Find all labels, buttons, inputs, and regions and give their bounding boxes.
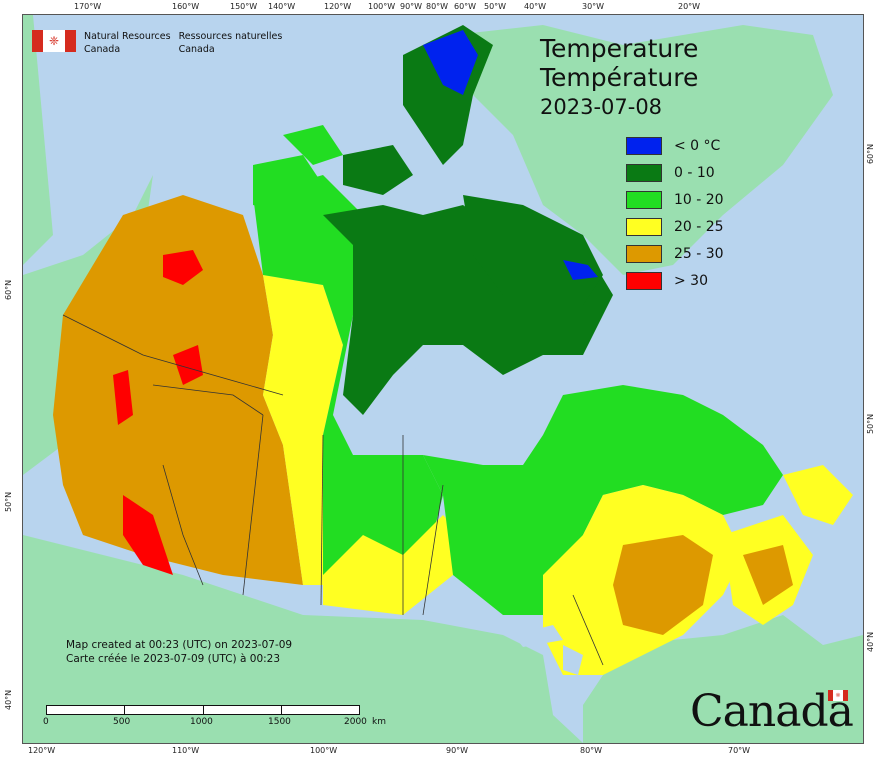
top-tick: 140°W	[268, 2, 296, 11]
right-tick: 50°N	[866, 413, 875, 434]
left-tick: 40°N	[4, 689, 13, 710]
arctic-island-victoria	[253, 155, 323, 215]
agency-signature: ❈ Natural Resources Canada Ressources na…	[32, 30, 282, 56]
lake-huron	[563, 645, 583, 675]
alaska-land-west	[23, 15, 53, 265]
scale-unit: km	[372, 717, 386, 727]
bottom-tick: 80°W	[580, 746, 603, 755]
agency-name-en: Natural Resources Canada	[84, 31, 171, 55]
legend-item: 10 - 20	[626, 189, 724, 211]
legend-item: > 30	[626, 270, 724, 292]
province-boundaries	[62, 314, 604, 666]
zone-maritimes-hot	[743, 545, 793, 605]
zone-central-mild	[253, 175, 443, 605]
creation-note-fr: Carte créée le 2023-07-09 (UTC) à 00:23	[66, 653, 281, 665]
legend-swatch	[626, 137, 662, 155]
zone-quebec-hot	[613, 535, 713, 635]
top-tick: 80°W	[426, 2, 449, 11]
map-date: 2023-07-08	[540, 95, 663, 119]
legend-swatch	[626, 218, 662, 236]
bottom-tick: 90°W	[446, 746, 469, 755]
zone-hot-spot-north	[163, 250, 203, 285]
legend-label: 0 - 10	[674, 165, 715, 181]
legend-label: 20 - 25	[674, 219, 724, 235]
scale-label: 500	[113, 717, 131, 727]
zone-ontario-quebec-mild	[423, 385, 783, 615]
top-tick: 50°W	[484, 2, 507, 11]
legend-label: 10 - 20	[674, 192, 724, 208]
zone-hot-spot-coast	[113, 370, 133, 425]
map-title: Temperature Température 2023-07-08	[540, 34, 698, 120]
hudson-bay-water	[393, 360, 543, 465]
top-tick: 60°W	[454, 2, 477, 11]
bottom-tick: 120°W	[28, 746, 56, 755]
legend-swatch	[626, 191, 662, 209]
legend-label: 25 - 30	[674, 246, 724, 262]
arctic-island-baffin-cold	[563, 260, 598, 280]
title-fr: Température	[540, 63, 699, 92]
legend-label: > 30	[674, 273, 708, 289]
top-tick: 170°W	[74, 2, 102, 11]
bottom-tick: 100°W	[310, 746, 338, 755]
creation-note: Map created at 00:23 (UTC) on 2023-07-09…	[66, 638, 292, 666]
zone-west-hot	[53, 195, 303, 585]
left-tick: 50°N	[4, 491, 13, 512]
left-tick: 60°N	[4, 279, 13, 300]
usa-land	[23, 535, 583, 743]
scale-label: 0	[43, 717, 49, 727]
top-tick: 100°W	[368, 2, 396, 11]
right-tick: 60°N	[866, 143, 875, 164]
legend-item: < 0 °C	[626, 135, 724, 157]
title-en: Temperature	[540, 34, 699, 63]
right-tick: 40°N	[866, 631, 875, 652]
legend-swatch	[626, 164, 662, 182]
temperature-map	[23, 15, 863, 743]
top-tick: 120°W	[324, 2, 352, 11]
creation-note-en: Map created at 00:23 (UTC) on 2023-07-09	[66, 639, 293, 651]
legend-item: 20 - 25	[626, 216, 724, 238]
legend-item: 25 - 30	[626, 243, 724, 265]
bottom-tick: 70°W	[728, 746, 751, 755]
scale-label: 2000	[344, 717, 367, 727]
bottom-tick: 110°W	[172, 746, 200, 755]
zone-hot-spot-mid	[173, 345, 203, 385]
wordmark-flag-icon: ❈	[828, 690, 848, 701]
scale-label: 1000	[190, 717, 213, 727]
top-tick: 150°W	[230, 2, 258, 11]
zone-hot-spot-south	[123, 495, 173, 575]
top-tick: 90°W	[400, 2, 423, 11]
legend-swatch	[626, 245, 662, 263]
arctic-island-central	[343, 145, 413, 195]
legend-label: < 0 °C	[674, 138, 721, 154]
canada-wordmark: Canada	[690, 686, 854, 737]
top-tick: 40°W	[524, 2, 547, 11]
top-tick: 160°W	[172, 2, 200, 11]
legend-item: 0 - 10	[626, 162, 724, 184]
lake-superior	[513, 625, 563, 647]
canada-flag-icon: ❈	[32, 30, 76, 52]
arctic-island-banks	[283, 125, 343, 165]
map-frame[interactable]: 170°W	[22, 14, 864, 744]
arctic-island-ellesmere-cold	[423, 30, 478, 95]
arctic-island-baffin	[463, 195, 603, 315]
top-tick: 20°W	[678, 2, 701, 11]
top-tick: 30°W	[582, 2, 605, 11]
scale-bar: 0 500 1000 1500 2000 km	[43, 705, 386, 735]
scale-bar-graphic	[46, 705, 360, 715]
agency-name-fr: Ressources naturelles Canada	[178, 31, 283, 55]
legend-swatch	[626, 272, 662, 290]
scale-label: 1500	[268, 717, 291, 727]
zone-newfoundland-warm	[783, 465, 853, 525]
zone-prairie-warm	[323, 515, 463, 615]
legend: < 0 °C 0 - 10 10 - 20 20 - 25 25 - 30 > …	[626, 135, 724, 297]
